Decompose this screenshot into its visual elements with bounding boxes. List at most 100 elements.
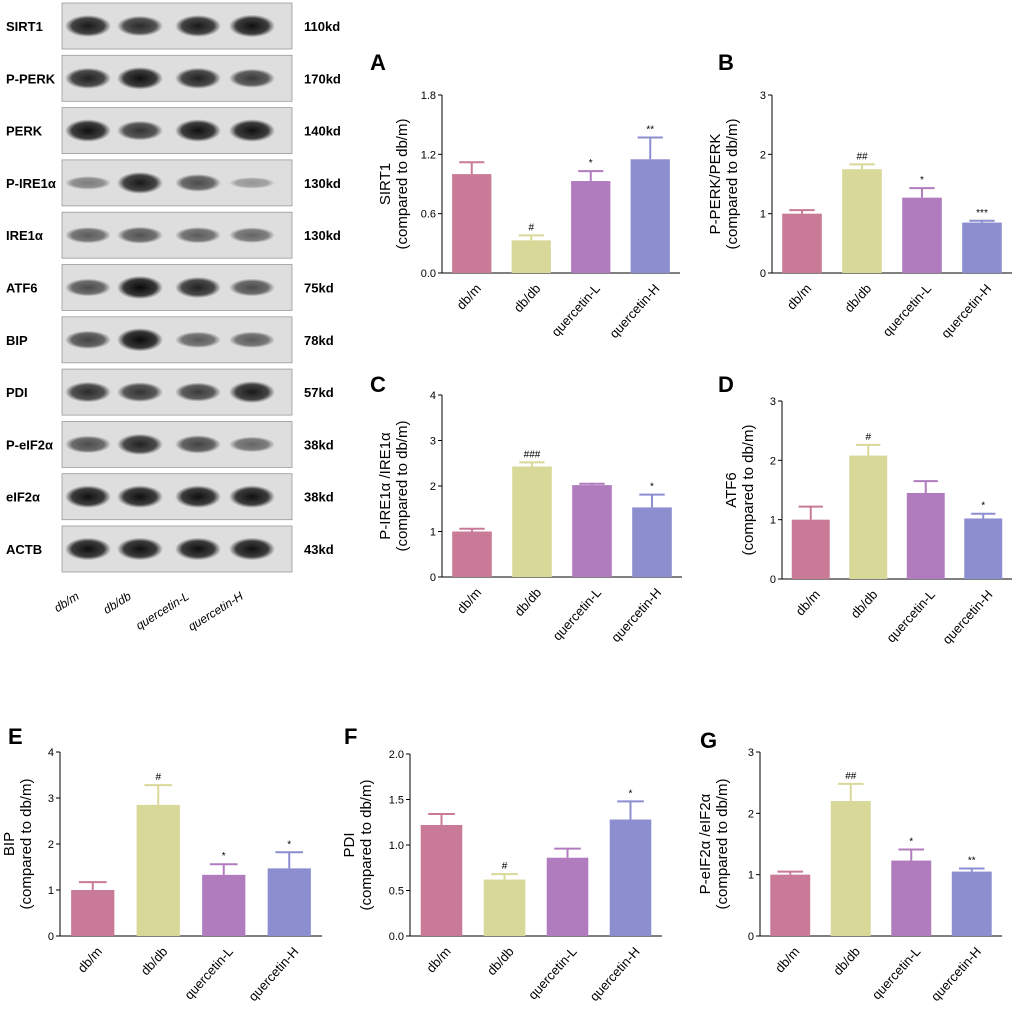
blot-band [229,537,275,561]
blot-band [229,485,275,509]
bar [830,801,871,936]
x-tick-label: db/db [138,944,171,978]
protein-label: PERK [6,124,43,139]
significance-marker: ## [845,771,857,782]
y-axis-label-units: (compared to db/m) [358,780,375,911]
blot-band [175,174,221,192]
y-axis-label-units: (compared to db/m) [714,779,731,910]
y-axis-label: BIP [1,832,18,856]
protein-label: eIF2α [6,490,40,505]
y-axis-label: PDI [341,832,358,857]
blot-band [117,171,163,194]
bar [202,874,246,936]
x-tick-label: db/m [454,585,484,617]
panel-letter: B [718,50,734,75]
bar [571,181,611,273]
blot-band [229,278,275,297]
bar [609,819,652,936]
blot-band [117,67,163,90]
blot-band [175,67,221,89]
y-tick-label: 1.2 [421,149,436,161]
significance-marker: ** [968,856,976,867]
y-tick-label: 3 [48,793,54,805]
y-tick-label: 2 [760,149,766,161]
y-tick-label: 0.0 [389,931,404,943]
y-tick-label: 2 [770,455,776,467]
molecular-weight-label: 38kd [304,437,334,452]
blot-band [117,382,163,402]
blot-band [175,227,221,244]
y-axis-label: ATF6 [723,472,740,508]
y-tick-label: 2 [430,481,436,493]
blot-band [117,485,163,509]
y-tick-label: 1.5 [389,795,404,807]
blot-band [175,119,221,142]
y-axis-label-units: (compared to db/m) [18,779,35,910]
y-axis-label: SIRT1 [377,163,394,205]
y-tick-label: 3 [430,436,436,448]
bar [782,213,822,273]
molecular-weight-label: 38kd [304,490,334,505]
x-tick-label: db/db [841,281,874,315]
significance-marker: ## [856,151,868,162]
western-blot-panel: SIRT1 110kd P-PERK 170kd PERK 140kd P-IRE1α 130… [6,2,341,634]
y-tick-label: 1 [430,527,436,539]
y-axis-label-units: (compared to db/m) [394,421,411,552]
chart-a-sirt1: A SIRT1 (compared to db/m) 0.0 0.6 1.2 1.8 db/m… [370,50,680,340]
x-tick-label: db/m [423,944,453,976]
x-tick-label: quercetin-H [939,587,995,647]
protein-label: PDI [6,385,28,400]
y-axis-label: P-eIF2α /eIF2α [697,793,714,894]
significance-marker: * [981,501,985,512]
y-tick-label: 3 [770,396,776,408]
bar [770,874,811,936]
x-tick-label: db/db [511,585,544,619]
significance-marker: * [909,837,913,848]
chart-e-bip: E BIP (compared to db/m) 0 1 2 3 4 db/m # db/db * qu… [1,724,322,1004]
x-tick-label: quercetin-L [883,587,938,645]
bar [791,519,830,579]
x-tick-label: quercetin-H [606,281,662,340]
molecular-weight-label: 170kd [304,71,341,86]
y-tick-label: 4 [48,747,54,759]
blot-band [117,537,163,561]
lane-label: quercetin-L [133,589,191,633]
y-tick-label: 2 [48,839,54,851]
x-tick-label: quercetin-H [938,281,994,340]
molecular-weight-label: 43kd [304,542,334,557]
y-tick-label: 3 [760,90,766,102]
panel-letter: F [344,724,357,749]
y-tick-label: 1 [770,515,776,527]
protein-label: P-IRE1α [6,176,56,191]
significance-marker: * [920,175,924,186]
blot-band [175,331,221,348]
y-tick-label: 2.0 [389,749,404,761]
blot-band [229,68,275,88]
protein-label: IRE1α [6,228,43,243]
blot-band [229,227,275,243]
chart-f-pdi: F PDI (compared to db/m) 0.0 0.5 1.0 1.5 2.0 db/… [341,724,662,1004]
blot-band [117,15,163,37]
blot-band [117,328,163,352]
x-tick-label: quercetin-L [550,585,605,643]
y-tick-label: 4 [430,390,436,402]
blot-band [175,485,221,509]
y-axis-label: P-IRE1α /IRE1α [377,432,394,540]
significance-marker: ### [524,449,541,460]
bar [420,824,463,936]
bar [71,890,115,936]
y-tick-label: 0.5 [389,886,404,898]
blot-band [175,15,221,37]
significance-marker: * [629,788,633,799]
chart-c-p-ire1a: C P-IRE1α /IRE1α (compared to db/m) 0 1 2 3 4 db… [370,372,682,645]
blot-band [65,485,111,509]
y-axis-label: P-PERK/PERK [707,134,724,235]
bar [632,507,672,577]
panel-letter: C [370,372,386,397]
bar [512,466,552,577]
molecular-weight-label: 110kd [304,19,340,34]
blot-band [65,119,111,142]
blot-band [175,276,221,299]
protein-label: SIRT1 [6,19,43,34]
